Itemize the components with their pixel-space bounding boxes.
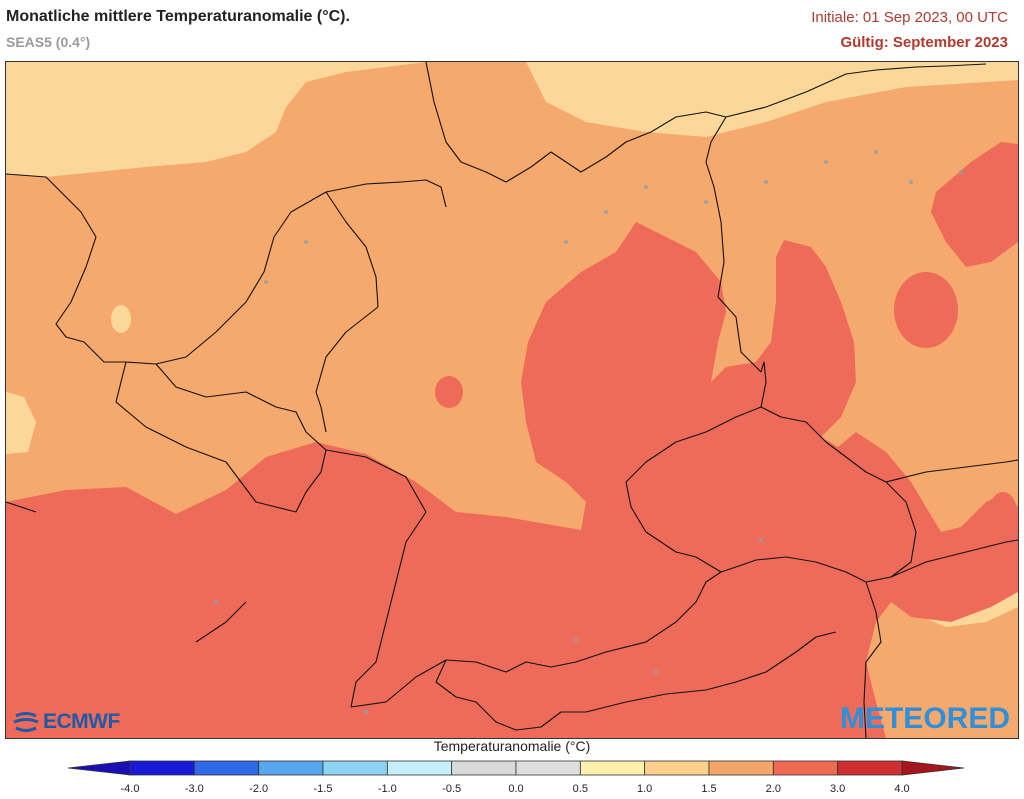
band-2-to-3-west-spot <box>435 376 463 408</box>
colorbar-segment <box>386 760 453 776</box>
colorbar-segment <box>451 760 517 776</box>
band-2-to-3-south <box>6 222 1018 738</box>
ecmwf-logo: ECMWF <box>12 710 120 734</box>
anomaly-map[interactable] <box>5 61 1019 739</box>
colorbar-ticks: -4.0 -3.0 -2.0 -1.5 -1.0 -0.5 0.0 0.5 1.0 1.5 2.0 3… <box>0 783 1024 799</box>
colorbar-tick-label: -0.5 <box>442 783 462 795</box>
band-1-to-1-5-baltic <box>526 62 1018 137</box>
colorbar-tick-label: -4.0 <box>120 783 140 795</box>
colorbar-tick-label: 0.5 <box>572 783 588 795</box>
colorbar-tick-label: 0.0 <box>508 783 524 795</box>
colorbar-segment <box>579 760 646 776</box>
band-1-to-1-5-spot <box>111 305 131 333</box>
colorbar-segment <box>515 760 581 776</box>
lakes-layer <box>214 150 963 714</box>
initial-time: Initiale: 01 Sep 2023, 00 UTC <box>811 9 1008 26</box>
colorbar-segment <box>322 760 388 776</box>
band-1-to-1-5-north <box>6 62 426 177</box>
colorbar-segment <box>258 760 324 776</box>
colorbar-low-extend <box>67 760 131 776</box>
colorbar-segment <box>644 760 710 776</box>
colorbar-title: Temperaturanomalie (°C) <box>433 738 591 754</box>
colorbar-segment <box>129 760 195 776</box>
valid-period: Gültig: September 2023 <box>840 34 1008 51</box>
borders-layer <box>6 62 1018 738</box>
colorbar-segment <box>772 760 839 776</box>
ecmwf-logo-text: ECMWF <box>43 710 120 733</box>
colorbar <box>67 760 965 776</box>
map-title: Monatliche mittlere Temperaturanomalie (… <box>6 8 350 25</box>
meteored-logo: METEORED <box>839 702 1010 735</box>
colorbar-tick-label: -3.0 <box>184 783 204 795</box>
colorbar-tick-label: -2.0 <box>249 783 269 795</box>
colorbar-tick-label: -1.0 <box>377 783 397 795</box>
colorbar-tick-label: -1.5 <box>313 783 333 795</box>
band-2-to-3-east-spot <box>894 272 958 348</box>
ecmwf-swirl-icon <box>13 712 39 732</box>
band-2-to-3-northeast <box>931 142 1018 267</box>
model-subtitle: SEAS5 (0.4°) <box>6 34 91 50</box>
colorbar-high-extend <box>901 760 965 776</box>
band-2-to-3-far-east-spot <box>989 492 1017 532</box>
band-1-to-1-5-west <box>6 392 36 454</box>
colorbar-tick-label: 4.0 <box>894 783 910 795</box>
colorbar-tick-label: 2.0 <box>765 783 781 795</box>
colorbar-segment <box>837 760 903 776</box>
colorbar-tick-label: 1.5 <box>701 783 717 795</box>
colorbar-tick-label: 1.0 <box>637 783 653 795</box>
anomaly-map-canvas <box>6 62 1018 738</box>
colorbar-segment <box>193 760 260 776</box>
colorbar-segment <box>708 760 774 776</box>
colorbar-tick-label: 3.0 <box>830 783 846 795</box>
